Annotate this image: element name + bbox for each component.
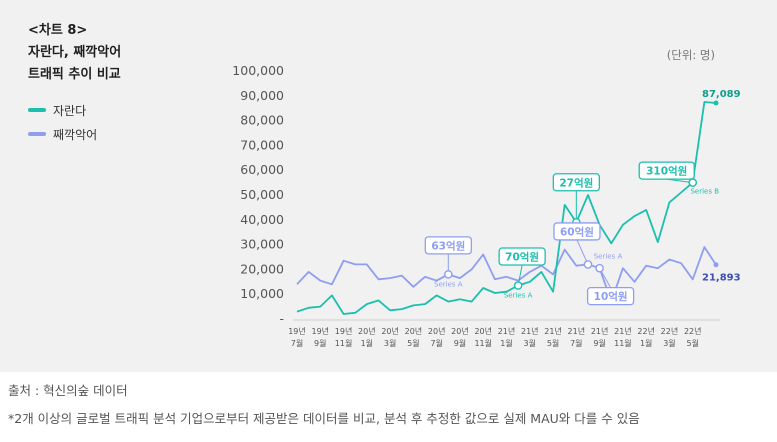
title-line-2: 트래픽 추이 비교: [28, 67, 121, 82]
x-tick-label: 21년: [591, 326, 609, 336]
footnote-text: *2개 이상의 글로벌 트래픽 분석 기업으로부터 제공받은 데이터를 비교, …: [8, 411, 640, 426]
callout-label: 310억원: [646, 165, 687, 178]
legend: 자란다 째깍악어: [28, 98, 97, 146]
series-end-point-0: [713, 100, 719, 106]
x-tick-label: 19년: [288, 326, 306, 336]
y-tick-label: 20,000: [240, 261, 284, 276]
legend-swatch-jjakkak: [28, 132, 46, 136]
x-tick-label: 7월: [291, 338, 303, 348]
legend-label-jaranda: 자란다: [53, 103, 87, 118]
annotation-marker: [583, 260, 593, 269]
x-tick-label: 19년: [312, 326, 330, 336]
x-tick-label: 11월: [335, 338, 353, 348]
legend-label-jjakkak: 째깍악어: [53, 127, 98, 142]
x-tick-label: 3월: [384, 338, 396, 348]
callout-connector: [576, 239, 589, 265]
series-line-0: [296, 101, 717, 315]
series-round-label: Series A: [504, 292, 533, 300]
annotation-marker: [688, 178, 698, 187]
x-tick-label: 1월: [640, 338, 652, 348]
series-round-label: Series A: [434, 280, 463, 288]
y-tick-label: 70,000: [240, 137, 284, 152]
callout-box: [424, 236, 472, 255]
x-tick-label: 20년: [451, 326, 469, 336]
x-tick-label: 20년: [428, 326, 446, 336]
x-tick-label: 19년: [335, 326, 353, 336]
x-tick-label: 20년: [474, 326, 492, 336]
series-round-label: Series A: [594, 252, 623, 260]
y-tick-label: 30,000: [240, 237, 284, 252]
series-round-label: Series B: [690, 188, 719, 196]
x-tick-label: 9월: [593, 338, 605, 348]
callout-label: 10억원: [594, 290, 628, 303]
unit-label: (단위: 명): [666, 48, 715, 62]
y-tick-label: -: [279, 311, 284, 326]
y-tick-label: 60,000: [240, 162, 284, 177]
x-tick-label: 5월: [686, 338, 698, 348]
y-tick-label: 90,000: [240, 88, 284, 103]
callout-box: [498, 247, 546, 266]
callout-label: 63억원: [431, 239, 465, 252]
callout-box: [638, 161, 695, 180]
x-tick-label: 22년: [684, 326, 702, 336]
x-tick-label: 21년: [568, 326, 586, 336]
y-tick-label: 50,000: [240, 187, 284, 202]
x-tick-label: 5월: [407, 338, 419, 348]
x-tick-label: 22년: [637, 326, 655, 336]
line-chart: - 10,000 20,000 30,000 40,000 50,000 60,000 70,…: [232, 63, 741, 348]
annotation-marker: [444, 270, 453, 279]
x-tick-label: 3월: [663, 338, 675, 348]
x-tick-label: 21년: [544, 326, 562, 336]
x-tick-label: 5월: [547, 338, 559, 348]
legend-item-jaranda: 자란다: [28, 98, 97, 122]
series-end-point-1: [713, 262, 719, 268]
annotation-marker: [513, 281, 523, 290]
x-tick-label: 11월: [474, 338, 492, 348]
x-tick-label: 20년: [381, 326, 399, 336]
x-tick-label: 20년: [358, 326, 376, 336]
x-tick-label: 1월: [500, 338, 512, 348]
callout-label: 60억원: [560, 225, 594, 238]
x-tick-label: 21년: [498, 326, 516, 336]
callout-box: [552, 173, 600, 192]
y-tick-label: 100,000: [232, 63, 284, 78]
x-tick-label: 3월: [524, 338, 536, 348]
x-tick-label: 9월: [314, 338, 326, 348]
y-tick-label: 10,000: [240, 286, 284, 301]
callout-label: 27억원: [559, 176, 593, 189]
source-text: 출처 : 혁신의숲 데이터: [8, 383, 128, 398]
chart-tag: <차트 8>: [28, 23, 88, 38]
title-line-1: 자란다, 째깍악어: [28, 45, 122, 60]
callout-box: [586, 287, 635, 306]
callout-box: [553, 222, 601, 241]
y-tick-label: 40,000: [240, 212, 284, 227]
chart-title: <차트 8> 자란다, 째깍악어 트래픽 추이 비교: [28, 20, 121, 86]
x-tick-label: 20년: [405, 326, 423, 336]
annotation-marker: [595, 263, 604, 273]
x-tick-label: 9월: [454, 338, 466, 348]
x-tick-label: 21년: [614, 326, 632, 336]
end-value-label: 87,089: [702, 89, 741, 100]
x-tick-label: 7월: [430, 338, 442, 348]
x-tick-label: 21년: [521, 326, 539, 336]
x-tick-label: 11월: [614, 338, 632, 348]
end-value-label: 21,893: [702, 273, 741, 284]
legend-swatch-jaranda: [28, 108, 46, 112]
legend-item-jjakkak: 째깍악어: [28, 122, 97, 146]
x-tick-label: 22년: [661, 326, 679, 336]
series-line-1: [296, 246, 717, 303]
x-tick-label: 7월: [570, 338, 582, 348]
callout-label: 70억원: [505, 251, 539, 264]
x-tick-label: 1월: [361, 338, 373, 348]
y-tick-label: 80,000: [240, 113, 284, 128]
